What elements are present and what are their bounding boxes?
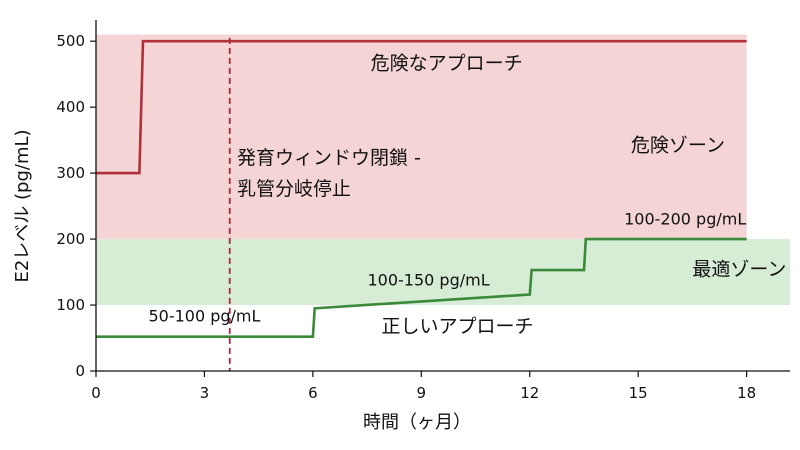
y-tick-label-0: 0 — [75, 362, 85, 380]
x-axis-title: 時間（ヶ月） — [363, 412, 471, 433]
y-tick-label-100: 100 — [56, 296, 85, 314]
zone-1 — [96, 239, 790, 306]
annotation-danger-approach: 危険なアプローチ — [371, 53, 523, 75]
annotation-label-50-100: 50-100 pg/mL — [148, 307, 260, 326]
y-tick-label-200: 200 — [56, 230, 85, 248]
series-layer — [96, 39, 747, 339]
x-tick-label-0: 0 — [91, 384, 101, 402]
ticks-layer: 0 3 6 9 12 15 18 0 100 200 300 400 500 — [56, 32, 756, 402]
marker-layer: 発育ウィンドウ閉鎖 - 乳管分岐停止 — [228, 37, 421, 371]
annotation-danger-zone: 危険ゾーン — [631, 134, 725, 156]
y-axis-title: E2レベル (pg/mL) — [12, 129, 33, 282]
series-line-1 — [96, 237, 747, 339]
x-tick-label-18: 18 — [737, 384, 756, 402]
annotation-label-100-150: 100-150 pg/mL — [367, 270, 489, 289]
series-line-0 — [96, 39, 747, 175]
annotation-optimal-zone: 最適ゾーン — [692, 258, 786, 280]
zones-layer — [96, 34, 790, 306]
y-tick-label-500: 500 — [56, 32, 85, 50]
zone-0 — [96, 34, 747, 240]
annotation-correct-approach: 正しいアプローチ — [381, 316, 533, 338]
x-tick-label-6: 6 — [308, 384, 318, 402]
x-tick-label-15: 15 — [629, 384, 648, 402]
x-tick-label-12: 12 — [520, 384, 539, 402]
y-tick-label-300: 300 — [56, 164, 85, 182]
annotation-label-100-200: 100-200 pg/mL — [624, 210, 746, 229]
marker-label-line1: 発育ウィンドウ閉鎖 - — [237, 147, 421, 169]
x-tick-label-3: 3 — [200, 384, 210, 402]
axes-layer — [95, 20, 790, 372]
marker-label-line2: 乳管分岐停止 — [237, 178, 351, 200]
x-tick-label-9: 9 — [417, 384, 427, 402]
y-tick-label-400: 400 — [56, 98, 85, 116]
